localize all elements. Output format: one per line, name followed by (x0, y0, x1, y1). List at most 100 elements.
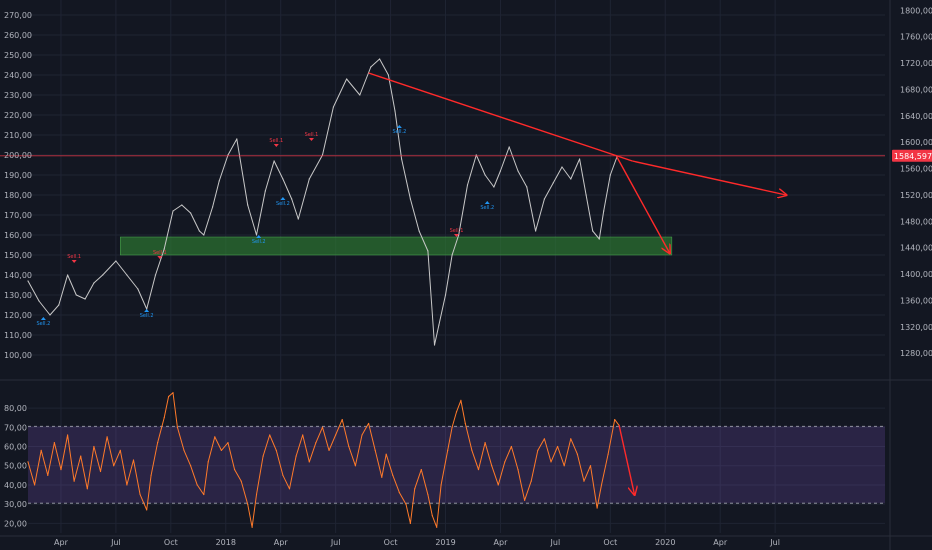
left-tick-label: 260,00 (4, 31, 32, 40)
last-price-badge (892, 149, 932, 162)
oscillator-line-point (484, 442, 486, 444)
oscillator-line-point (471, 449, 473, 451)
oscillator-line-point (73, 480, 75, 482)
oscillator-line-point (269, 434, 271, 436)
oscillator-line-point (348, 445, 350, 448)
oscillator-tick-label: 80,00 (4, 404, 27, 413)
right-tick-label: 1560,000 (900, 165, 932, 174)
buy-arrow-icon (256, 235, 262, 238)
price-line-point (332, 106, 335, 108)
oscillator-line-point (464, 422, 466, 425)
left-tick-label: 160,00 (4, 231, 32, 240)
price-line-point (493, 186, 495, 188)
oscillator-line-point (295, 455, 297, 457)
oscillator-tick-label: 70,00 (4, 423, 27, 432)
price-line-point (236, 138, 238, 140)
oscillator-line-point (431, 515, 433, 517)
last-price-label: 1584,597 (894, 152, 932, 161)
price-line-point (172, 210, 174, 212)
oscillator-line-point (262, 455, 264, 457)
price-line-point (359, 94, 361, 96)
buy-arrow-icon (484, 201, 490, 204)
oscillator-line-point (139, 493, 141, 496)
price-line-point (126, 274, 128, 276)
x-tick-label: Oct (384, 538, 398, 547)
right-tick-label: 1360,000 (900, 296, 932, 305)
left-tick-label: 140,00 (4, 271, 32, 280)
price-line-point (387, 74, 389, 76)
right-tick-label: 1320,000 (900, 323, 932, 332)
price-line-point (400, 158, 403, 160)
price-line-point (297, 218, 299, 220)
price-line-point (102, 274, 104, 276)
oscillator-line-point (302, 434, 304, 436)
oscillator-line-point (53, 442, 55, 444)
oscillator-line-point (168, 395, 170, 398)
oscillator-line-point (596, 507, 598, 509)
x-tick-label: 2020 (655, 538, 675, 547)
x-tick-label: Jul (330, 538, 341, 547)
price-line-point (603, 210, 605, 212)
oscillator-line-point (288, 488, 291, 490)
price-line-point (84, 298, 86, 300)
oscillator-line-point (440, 484, 442, 486)
right-tick-label: 1640,000 (900, 112, 932, 121)
price-line-point (198, 230, 200, 232)
left-tick-label: 120,00 (4, 311, 32, 320)
oscillator-line-point (126, 484, 128, 486)
price-line-point (291, 198, 293, 200)
left-tick-label: 270,00 (4, 11, 32, 20)
oscillator-line-point (570, 438, 572, 440)
price-line-point (427, 250, 429, 252)
oscillator-line-point (86, 488, 88, 490)
sell-signal-label: Sell.1 (450, 228, 464, 234)
oscillator-line-point (163, 417, 165, 419)
oscillator-line-point (113, 465, 115, 467)
oscillator-line-point (405, 503, 407, 505)
oscillator-line-point (385, 453, 387, 455)
right-tick-label: 1400,000 (900, 270, 932, 279)
price-line-point (598, 238, 600, 240)
oscillator-line-point (368, 422, 370, 425)
oscillator-projection-arrow (618, 425, 634, 494)
price-line-point (181, 204, 183, 206)
oscillator-line-point (233, 468, 236, 471)
oscillator-line-point (132, 459, 135, 461)
oscillator-line-point (157, 442, 159, 444)
oscillator-line-point (414, 488, 416, 490)
price-line-point (58, 304, 60, 306)
support-zone (120, 236, 673, 256)
oscillator-line-point (60, 468, 62, 471)
left-tick-label: 130,00 (4, 291, 32, 300)
oscillator-line-point (614, 418, 616, 421)
price-line-point (203, 234, 205, 236)
price-line-point (543, 198, 545, 200)
buy-arrow-icon (396, 125, 402, 128)
price-line-point (378, 58, 381, 60)
price-line-point (578, 158, 581, 160)
sell-arrow-icon (454, 234, 459, 237)
price-line-point (93, 282, 95, 284)
left-tick-label: 220,00 (4, 111, 32, 120)
price-line-point (508, 146, 510, 148)
price-line-point (282, 178, 284, 180)
price-line-point (526, 186, 528, 188)
right-tick-label: 1520,000 (900, 191, 932, 200)
x-tick-label: Oct (164, 538, 178, 547)
oscillator-line-point (282, 474, 284, 476)
price-line-point (444, 294, 447, 296)
oscillator-line-point (207, 461, 209, 463)
oscillator-tick-label: 40,00 (4, 481, 27, 490)
right-tick-label: 1760,000 (900, 33, 932, 42)
oscillator-line-point (543, 438, 545, 440)
buy-signal-label: Sell.2 (392, 129, 406, 135)
right-tick-label: 1480,000 (900, 217, 932, 226)
price-line-point (190, 212, 192, 214)
price-line-point (211, 206, 214, 208)
left-tick-label: 240,00 (4, 71, 32, 80)
oscillator-line-point (477, 468, 480, 471)
buy-signal-label: Sell.2 (36, 321, 50, 327)
oscillator-line-point (33, 484, 36, 486)
right-tick-label: 1280,000 (900, 349, 932, 358)
